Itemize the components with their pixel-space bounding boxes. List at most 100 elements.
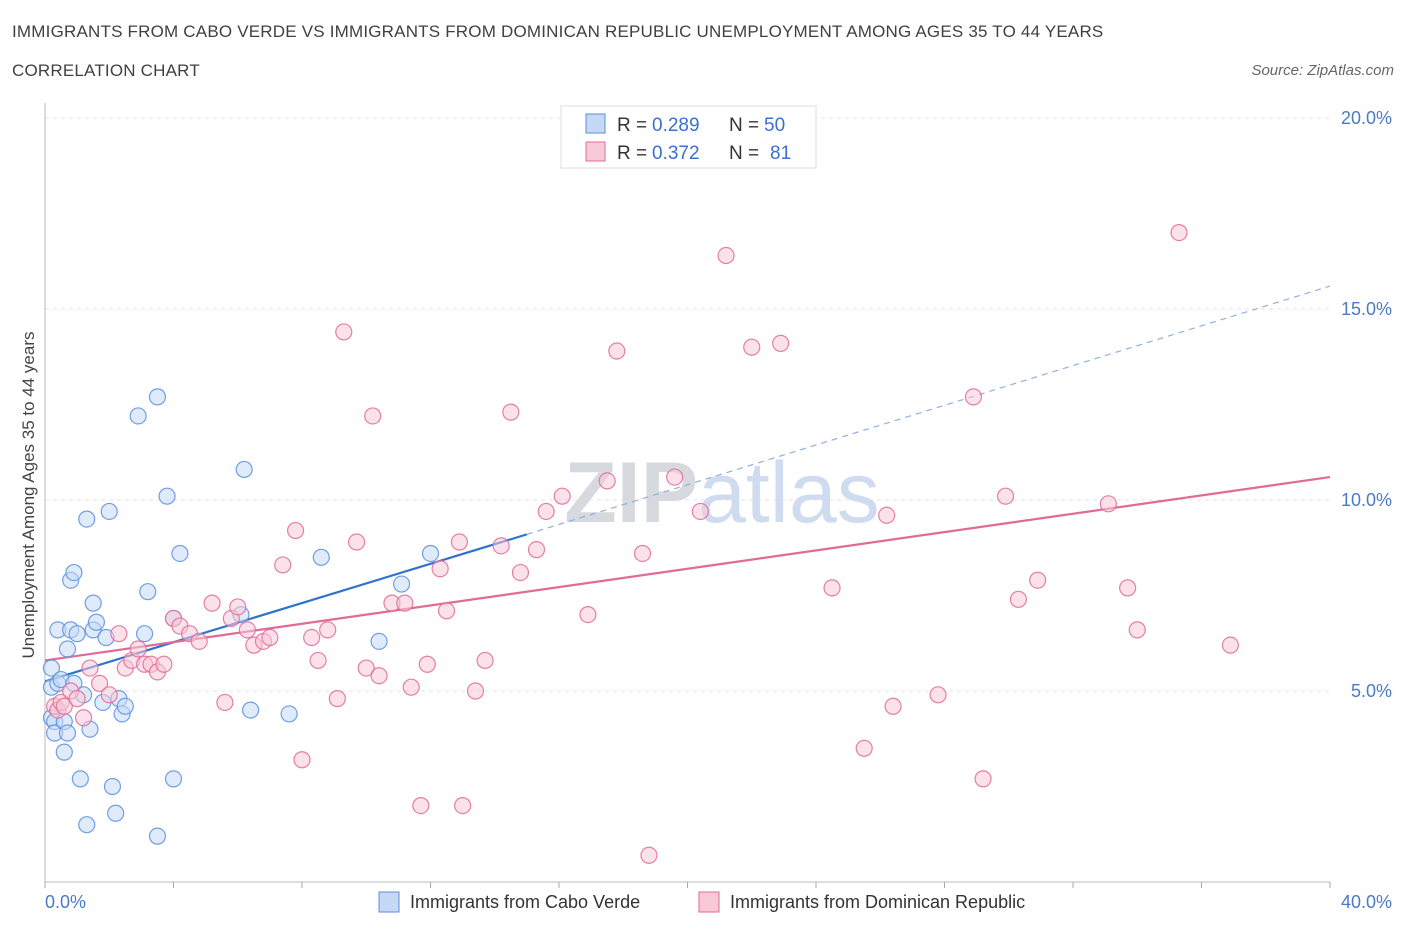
point-s1-6: [74, 709, 93, 727]
point-s1-25: [229, 598, 247, 616]
point-s1-43: [396, 594, 414, 612]
point-s1-60: [598, 472, 616, 490]
point-s1-46: [418, 655, 436, 673]
legend-n-label-1: N =: [729, 115, 764, 136]
point-s1-35: [319, 621, 337, 639]
point-s1-82: [1170, 224, 1188, 242]
data-points: [42, 224, 1240, 864]
legend-swatch-dominican: [585, 141, 606, 162]
point-s0-11: [58, 724, 77, 742]
point-s1-50: [454, 796, 472, 815]
chart-title: IMMIGRANTS FROM CABO VERDE VS IMMIGRANTS…: [12, 22, 1104, 41]
point-s1-72: [884, 697, 902, 715]
point-s1-38: [348, 533, 366, 551]
point-s1-30: [274, 556, 292, 574]
point-s1-26: [238, 621, 256, 639]
point-s1-54: [502, 403, 520, 421]
legend-r-value-2: 0.372: [652, 143, 700, 164]
point-s1-7: [81, 659, 99, 677]
point-s0-16: [68, 625, 86, 643]
point-s1-68: [772, 334, 790, 352]
point-s1-67: [743, 338, 761, 356]
point-s0-9: [55, 743, 73, 761]
point-s0-41: [171, 544, 189, 563]
point-s1-59: [579, 605, 597, 624]
y-tick-label-3: 20.0%: [1341, 108, 1392, 128]
point-s0-0: [42, 659, 61, 677]
point-s1-83: [1221, 636, 1240, 654]
watermark-atlas: atlas: [698, 445, 880, 541]
trend-line-cabo-verde-extension: [526, 285, 1331, 535]
point-s0-36: [148, 827, 167, 845]
point-s0-38: [158, 487, 176, 505]
bottom-legend-swatch-dominican: [698, 891, 720, 913]
point-s1-51: [466, 682, 485, 700]
point-s1-75: [974, 770, 992, 788]
point-s0-28: [103, 777, 122, 796]
point-s0-20: [78, 510, 96, 528]
point-s1-66: [717, 246, 735, 265]
point-s0-14: [65, 563, 83, 582]
point-s0-46: [312, 548, 330, 566]
top-legend: R = 0.289 N = 50 R = 0.372 N = 81: [560, 105, 817, 169]
point-s0-48: [392, 575, 411, 593]
y-axis-label: Unemployment Among Ages 35 to 44 years: [19, 332, 38, 659]
point-s1-65: [691, 502, 709, 521]
point-s1-49: [450, 533, 469, 551]
chart-subtitle: CORRELATION CHART: [12, 61, 200, 80]
point-s1-56: [527, 541, 546, 559]
legend-n-value-1: 50: [764, 115, 785, 136]
point-s1-70: [855, 739, 873, 757]
point-s1-5: [68, 690, 86, 708]
point-s1-80: [1119, 579, 1137, 597]
point-s1-57: [537, 502, 555, 521]
point-s1-22: [203, 594, 221, 612]
point-s0-23: [84, 594, 102, 612]
point-s1-44: [402, 678, 420, 696]
point-s0-33: [129, 407, 147, 425]
point-s1-31: [286, 521, 305, 540]
bottom-legend-swatch-cabo-verde: [378, 891, 400, 913]
point-s0-10: [58, 640, 77, 658]
point-s1-41: [370, 667, 388, 685]
point-s1-34: [309, 651, 327, 670]
point-s1-55: [511, 563, 530, 582]
y-tick-labels: 5.0% 10.0% 15.0% 20.0%: [1341, 108, 1392, 701]
point-s1-63: [640, 846, 658, 864]
point-s1-47: [431, 560, 449, 578]
point-s1-74: [964, 388, 983, 406]
point-s1-64: [666, 468, 684, 486]
point-s1-37: [335, 323, 353, 341]
chart-source: Source: ZipAtlas.com: [1251, 62, 1394, 79]
point-s0-47: [370, 632, 388, 650]
point-s1-23: [216, 693, 234, 712]
bottom-legend-label-dominican: Immigrants from Dominican Republic: [730, 892, 1025, 912]
point-s1-29: [261, 628, 279, 647]
point-s0-45: [280, 705, 298, 723]
point-s0-40: [164, 770, 183, 788]
point-s0-17: [71, 770, 89, 788]
point-s1-48: [437, 602, 456, 620]
point-s1-13: [129, 640, 147, 658]
axes: [44, 103, 1331, 888]
y-tick-label-2: 15.0%: [1341, 299, 1392, 319]
point-s1-69: [823, 579, 841, 597]
point-s0-35: [139, 583, 157, 601]
point-s0-37: [148, 388, 167, 406]
point-s1-61: [608, 342, 626, 360]
point-s0-24: [87, 613, 106, 631]
y-tick-label-0: 5.0%: [1351, 681, 1392, 701]
point-s1-53: [492, 537, 510, 555]
legend-r-label-2: R =: [617, 143, 652, 164]
point-s0-49: [421, 544, 440, 563]
legend-n-label-2: N =: [729, 143, 764, 164]
bottom-legend-label-cabo-verde: Immigrants from Cabo Verde: [410, 892, 640, 912]
point-s0-43: [235, 460, 253, 479]
point-s1-62: [633, 544, 652, 563]
y-tick-label-1: 10.0%: [1341, 490, 1392, 510]
point-s0-19: [78, 816, 96, 834]
point-s1-76: [996, 487, 1015, 505]
x-tick-label-max: 40.0%: [1341, 892, 1392, 912]
point-s1-71: [878, 506, 896, 524]
